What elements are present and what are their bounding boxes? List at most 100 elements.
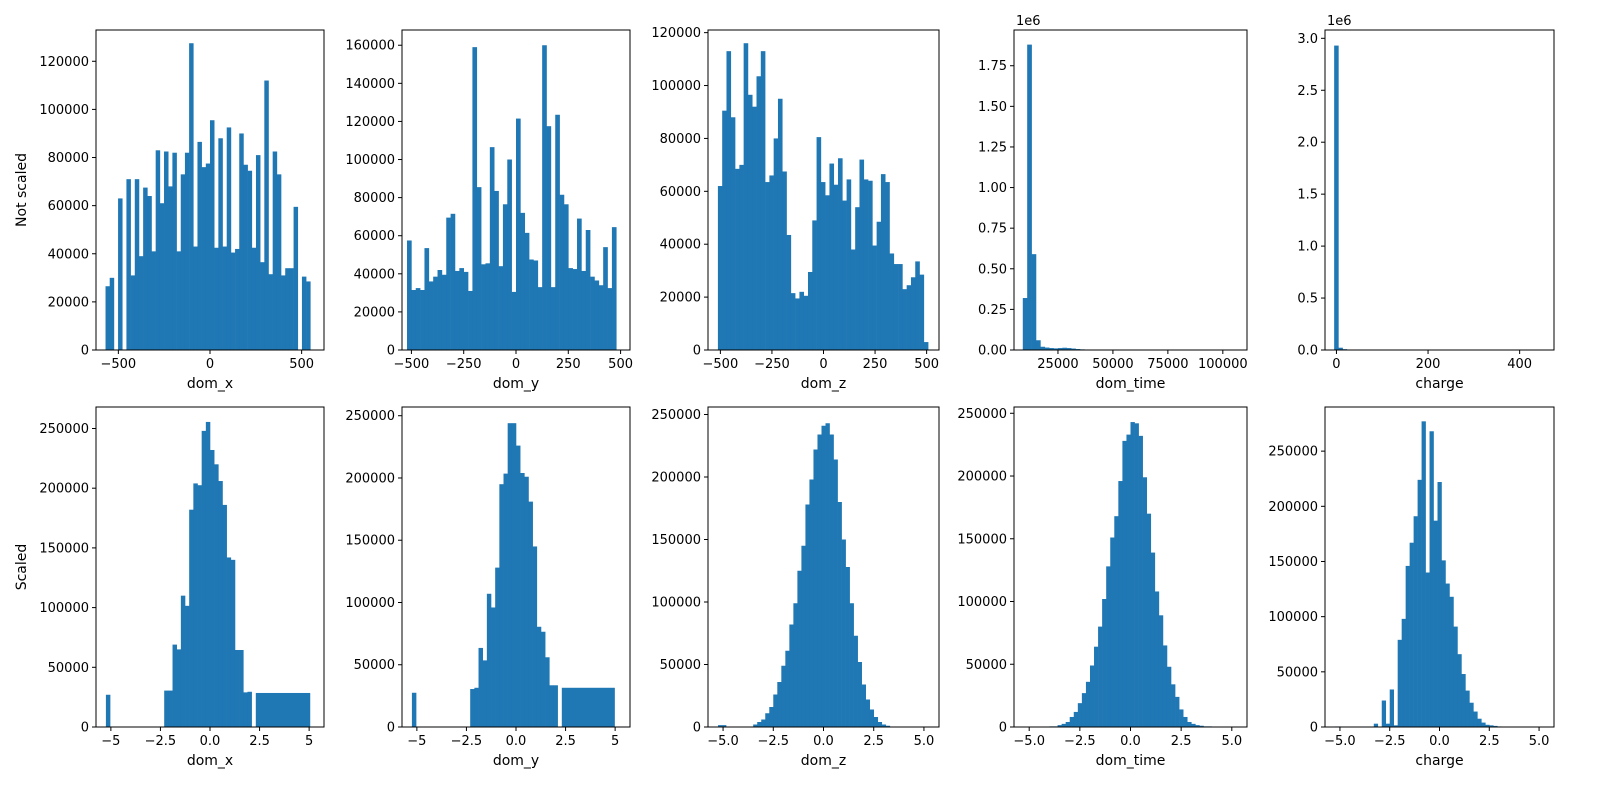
histogram-bar <box>1437 482 1442 727</box>
x-tick-label: 500 <box>608 357 633 372</box>
y-tick-label: 120000 <box>651 26 701 41</box>
histogram-bar <box>1179 709 1184 727</box>
y-tick-label: 200000 <box>957 470 1007 485</box>
histogram-bar <box>790 293 796 350</box>
histogram-bar <box>833 459 838 727</box>
histogram-bar <box>786 234 792 350</box>
histogram-bar <box>130 275 136 350</box>
panel-raw-dom-time: 25000 50000 75000 100000 0.00 0.25 0.50 0.75 1.0… <box>978 14 1248 392</box>
histogram-bar <box>825 423 830 727</box>
histogram-bar <box>1393 725 1398 727</box>
histogram-bar <box>842 200 847 350</box>
histogram-bar <box>201 167 207 350</box>
y-tick-label: 250000 <box>1268 445 1318 460</box>
y-tick-label: 0 <box>81 344 89 359</box>
panel-raw-dom-y: −500 −250 0 250 500 0 20000 40000 60000 80000 1000… <box>345 29 633 392</box>
panels: −500 0 50002000040000600008000010000012000… <box>39 14 1555 769</box>
bars-scaled-dom-x <box>105 421 311 727</box>
histogram-bar <box>877 722 883 727</box>
histogram-bar <box>542 45 547 351</box>
x-tick-label: −5 <box>407 734 426 749</box>
histogram-bar <box>769 175 774 350</box>
histogram-bar <box>441 274 447 350</box>
histogram-bar <box>1134 423 1139 727</box>
histogram-bar <box>876 221 882 350</box>
histogram-bar <box>1441 560 1446 727</box>
histogram-bar <box>433 276 438 350</box>
histogram-bar <box>872 245 877 350</box>
histogram-bar <box>214 247 219 350</box>
histogram-bar <box>529 259 534 350</box>
histogram-bar <box>812 220 817 350</box>
x-tick-label: 400 <box>1507 357 1532 372</box>
histogram-bar <box>486 593 492 727</box>
histogram-bar <box>553 685 558 727</box>
histogram-bar <box>189 43 194 350</box>
histogram-bar <box>1057 725 1062 727</box>
histogram-bar <box>1066 348 1072 350</box>
histogram-bar <box>743 43 749 350</box>
histogram-bar <box>407 240 412 350</box>
y-tick-label: 50000 <box>660 658 701 673</box>
x-tick-label: 75000 <box>1147 357 1188 372</box>
histogram-bar <box>243 692 248 727</box>
histogram-bar <box>881 724 887 727</box>
histogram-bar <box>189 509 194 727</box>
histogram-bar <box>1146 513 1152 727</box>
histogram-bar <box>532 546 538 727</box>
histogram-bar <box>411 290 417 350</box>
histogram-bar <box>611 227 617 350</box>
y-tick-label: 100000 <box>39 601 89 616</box>
histogram-bar <box>1044 347 1050 350</box>
histogram-bar <box>1433 520 1438 727</box>
histogram-bar <box>850 249 856 350</box>
y-tick-label: 0 <box>387 721 395 736</box>
histogram-bar <box>829 434 834 727</box>
y-tick-label: 0.50 <box>978 262 1007 277</box>
y-offset-label: 1e6 <box>1327 14 1352 29</box>
histogram-bar <box>549 685 554 727</box>
histogram-bar <box>722 110 727 350</box>
x-tick-label: 0 <box>512 357 520 372</box>
x-tick-label: 500 <box>914 357 939 372</box>
histogram-bar <box>853 635 858 727</box>
histogram-bar <box>893 264 899 350</box>
x-axis-label: dom_x <box>187 753 233 769</box>
y-tick-label: 0.00 <box>978 344 1007 359</box>
y-tick-label: 0 <box>693 344 701 359</box>
histogram-bar <box>147 196 152 350</box>
x-tick-label: −2.5 <box>1064 734 1096 749</box>
x-tick-label: 2.5 <box>555 734 576 749</box>
y-tick-label: 150000 <box>39 541 89 556</box>
histogram-bar <box>760 51 766 350</box>
histogram-bar <box>180 174 186 350</box>
y-tick-label: 50000 <box>48 661 89 676</box>
y-tick-label: 100000 <box>39 103 89 118</box>
y-tick-label: 100000 <box>345 596 395 611</box>
histogram-bar <box>863 179 869 350</box>
x-axis-label: dom_time <box>1096 376 1166 392</box>
y-tick-label: 250000 <box>651 408 701 423</box>
histogram-bar <box>239 133 244 350</box>
bars-raw-dom-y <box>407 45 617 351</box>
x-tick-label: 0 <box>1332 357 1340 372</box>
histogram-bar <box>105 694 111 727</box>
x-tick-label: 2.5 <box>249 734 270 749</box>
histogram-bar <box>472 47 478 350</box>
x-tick-label: 5 <box>611 734 619 749</box>
histogram-bar <box>1085 681 1091 727</box>
histogram-bar <box>777 682 782 727</box>
x-tick-label: 0.0 <box>1120 734 1141 749</box>
histogram-bar <box>185 605 190 727</box>
histogram-bar <box>1421 421 1426 727</box>
y-tick-label: 0 <box>81 721 89 736</box>
histogram-bar <box>777 98 783 350</box>
histogram-bar <box>1171 684 1176 727</box>
histogram-bar <box>247 170 253 350</box>
histogram-bar <box>450 213 456 350</box>
x-tick-label: 250 <box>863 357 888 372</box>
histogram-bar <box>801 545 806 727</box>
histogram-bar <box>437 270 443 350</box>
histogram-bar <box>197 141 202 350</box>
histogram-bar <box>289 268 294 350</box>
